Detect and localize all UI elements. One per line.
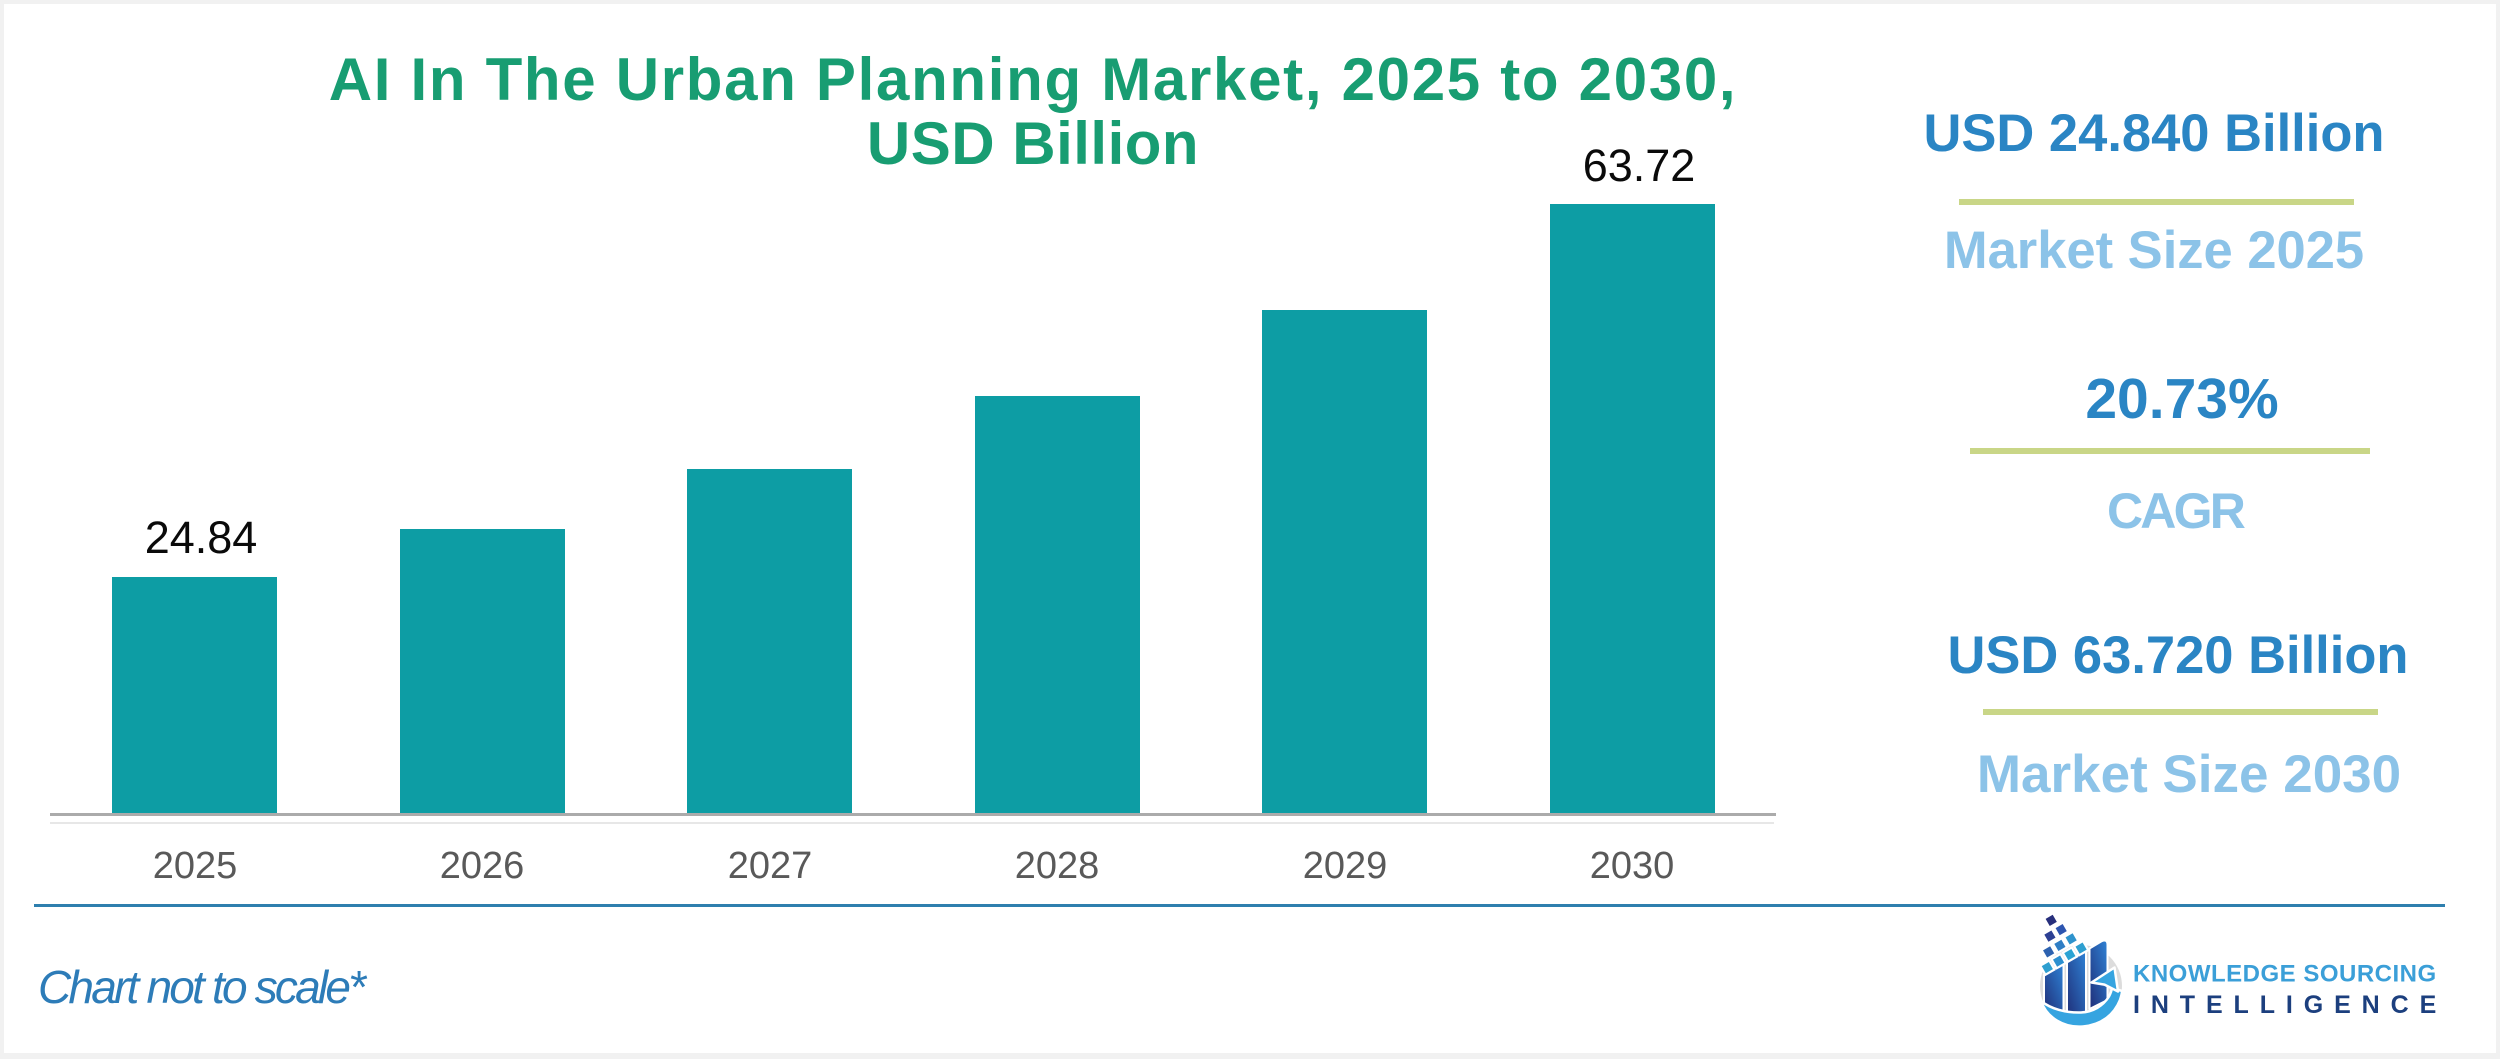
svg-text:KNOWLEDGE SOURCING: KNOWLEDGE SOURCING (2133, 961, 2437, 988)
svg-text:INTELLIGENCE: INTELLIGENCE (2133, 991, 2447, 1019)
